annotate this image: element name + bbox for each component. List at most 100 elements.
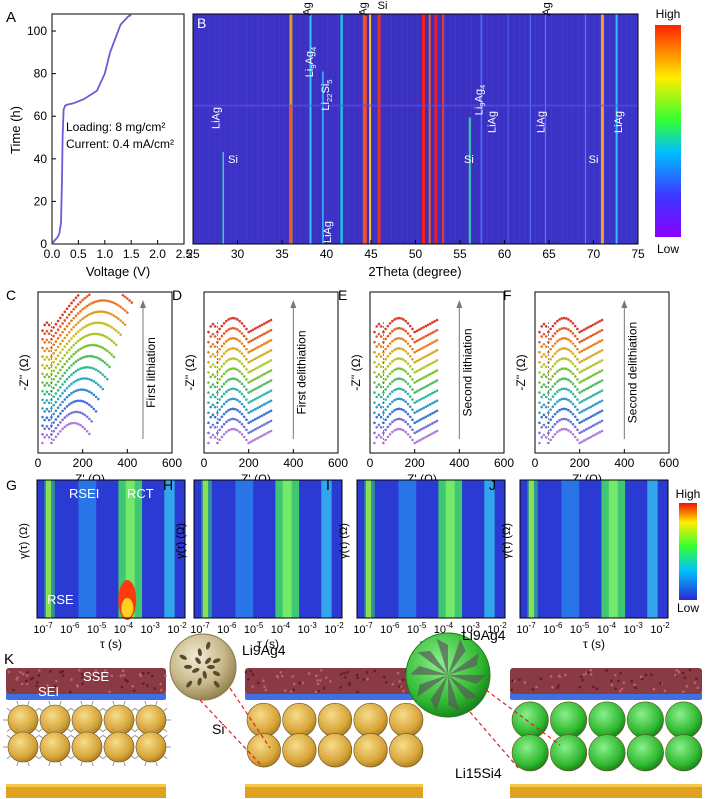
sse-grain xyxy=(122,670,125,673)
active-particle xyxy=(40,732,70,762)
eis-data-point xyxy=(93,380,96,383)
eis-data-point xyxy=(48,376,51,379)
particle-spike xyxy=(67,729,71,732)
eis-data-point xyxy=(218,338,221,341)
eis-data-point xyxy=(543,323,546,326)
sse-grain xyxy=(263,685,266,688)
eis-data-point xyxy=(95,356,98,359)
particle-spike xyxy=(145,701,147,706)
xrd-texture xyxy=(439,14,440,244)
eis-data-point xyxy=(561,408,564,411)
xrd-texture xyxy=(556,14,557,244)
sse-grain xyxy=(676,669,679,672)
eis-data-point xyxy=(259,395,262,398)
eis-data-point xyxy=(396,388,399,391)
eis-data-point xyxy=(209,386,212,389)
xrd-texture xyxy=(636,14,637,244)
sse-grain xyxy=(550,675,553,678)
eis-data-point xyxy=(598,431,601,434)
eis-data-point xyxy=(398,397,401,400)
eis-data-point xyxy=(270,359,273,362)
eis-data-point xyxy=(223,322,226,325)
active-particle xyxy=(283,703,317,737)
eis-data-point xyxy=(223,372,226,375)
eis-data-point xyxy=(375,345,378,348)
eis-data-point xyxy=(122,321,125,324)
sse-grain xyxy=(696,686,699,689)
sse-grain xyxy=(76,684,79,687)
eis-data-point xyxy=(81,388,84,391)
eis-data-point xyxy=(227,348,230,351)
eis-data-point xyxy=(243,365,246,368)
eis-data-point xyxy=(594,433,597,436)
eis-data-point xyxy=(552,426,555,429)
eis-data-point xyxy=(72,335,75,338)
eis-data-point xyxy=(389,423,392,426)
eis-data-point xyxy=(572,433,575,436)
eis-data-point xyxy=(375,406,378,409)
eis-data-point xyxy=(558,338,561,341)
eis-data-point xyxy=(396,317,399,320)
eis-data-point xyxy=(81,308,84,311)
eis-data-point xyxy=(583,409,586,412)
eis-data-point xyxy=(433,380,436,383)
eis-data-point xyxy=(396,378,399,381)
panel-e: E0 200 400 600Z' (Ω)-Z'' (Ω) Second lithiati… xyxy=(338,287,514,486)
drt-background xyxy=(520,480,668,618)
eis-data-point xyxy=(214,406,217,409)
particle-spike xyxy=(156,701,158,706)
eis-data-point xyxy=(84,401,87,404)
eis-data-point xyxy=(543,414,546,417)
xrd-texture xyxy=(294,14,295,244)
eis-data-point xyxy=(596,402,599,405)
xrd-texture xyxy=(327,14,328,244)
eis-data-point xyxy=(79,348,82,351)
eis-data-point xyxy=(581,420,584,423)
eis-data-point xyxy=(259,335,262,338)
eis-data-point xyxy=(81,356,84,359)
eis-data-point xyxy=(574,405,577,408)
eis-xtick-label: 400 xyxy=(283,456,303,470)
eis-data-point xyxy=(241,342,244,345)
eis-data-point xyxy=(225,360,228,363)
active-particle xyxy=(104,732,134,762)
eis-data-point xyxy=(70,337,73,340)
eis-data-point xyxy=(90,392,93,395)
eis-data-point xyxy=(234,388,237,391)
eis-arrow-label: Second delithiation xyxy=(625,322,639,423)
eis-data-point xyxy=(223,393,226,396)
eis-arrow-head xyxy=(621,300,627,308)
eis-data-point xyxy=(43,358,46,361)
sse-grain xyxy=(653,688,656,691)
eis-data-point xyxy=(578,422,581,425)
eis-data-point xyxy=(396,408,399,411)
sse-grain xyxy=(159,683,162,686)
eis-data-point xyxy=(563,317,566,320)
eis-data-point xyxy=(232,317,235,320)
eis-data-point xyxy=(57,337,60,340)
eis-data-point xyxy=(431,362,434,365)
eis-data-point xyxy=(113,356,116,359)
eis-data-point xyxy=(574,335,577,338)
eis-data-point xyxy=(574,395,577,398)
eis-data-point xyxy=(263,433,266,436)
sse-grain xyxy=(59,671,62,674)
xrd-texture xyxy=(412,14,413,244)
active-particle xyxy=(627,702,663,738)
eis-data-point xyxy=(234,327,237,330)
eis-data-point xyxy=(565,357,568,360)
eis-data-point xyxy=(590,325,593,328)
eis-data-point xyxy=(265,331,268,334)
eis-data-point xyxy=(378,353,381,356)
sse-grain xyxy=(308,672,311,675)
eis-data-point xyxy=(77,378,80,381)
eis-data-point xyxy=(265,362,268,365)
eis-data-point xyxy=(561,327,564,330)
panel-g: GRSEI RCTRSEγ(τ) (Ω)10-7 10-6 10-5 10-4 10-3 1… xyxy=(6,477,187,651)
eis-data-point xyxy=(59,351,62,354)
eis-data-point xyxy=(99,358,102,361)
eis-data-point xyxy=(552,365,555,368)
eis-data-point xyxy=(402,399,405,402)
eis-data-point xyxy=(393,399,396,402)
xrd-texture xyxy=(449,14,450,244)
